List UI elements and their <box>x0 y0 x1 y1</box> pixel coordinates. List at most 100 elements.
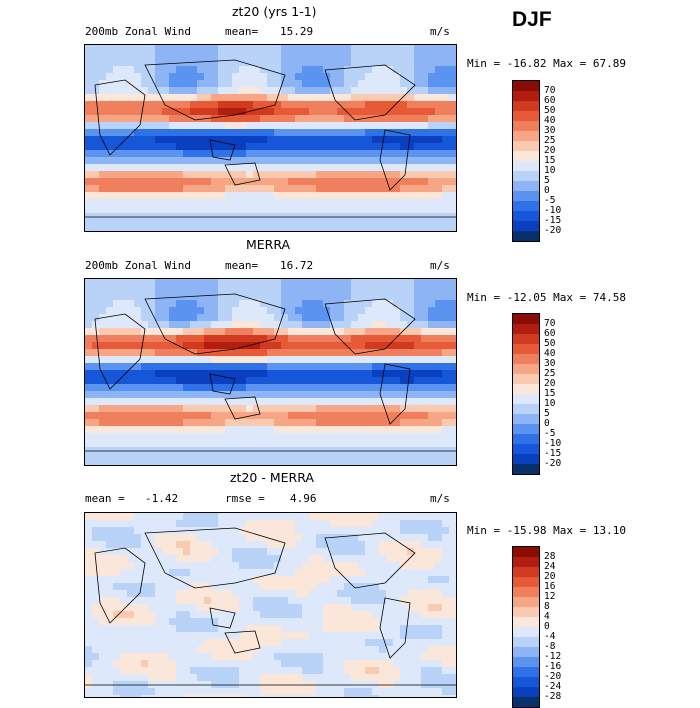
field-cell <box>309 356 317 364</box>
field-cell <box>288 87 296 95</box>
field-cell <box>85 454 93 462</box>
field-cell <box>197 349 205 357</box>
field-cell <box>442 300 450 308</box>
field-cell <box>85 520 93 528</box>
field-cell <box>414 583 422 591</box>
field-cell <box>372 513 380 521</box>
field-cell <box>421 87 429 95</box>
field-cell <box>183 206 191 214</box>
coastline <box>324 532 416 589</box>
field-cell <box>295 356 303 364</box>
field-cell <box>330 440 338 448</box>
field-cell <box>386 122 394 130</box>
colorbar-tick-label: 15 <box>544 388 556 399</box>
field-cell <box>365 660 373 668</box>
field-cell <box>127 597 135 605</box>
field-cell <box>169 618 177 626</box>
field-cell <box>127 618 135 626</box>
field-cell <box>316 583 324 591</box>
field-cell <box>414 94 422 102</box>
field-cell <box>267 150 275 158</box>
field-cell <box>386 576 394 584</box>
field-cell <box>162 597 170 605</box>
field-cell <box>337 590 345 598</box>
field-cell <box>148 660 156 668</box>
field-cell <box>190 590 198 598</box>
field-cell <box>134 293 142 301</box>
field-cell <box>106 108 114 116</box>
field-cell <box>169 143 177 151</box>
field-cell <box>393 164 401 172</box>
field-cell <box>106 199 114 207</box>
field-cell <box>421 206 429 214</box>
field-cell <box>99 583 107 591</box>
field-cell <box>309 370 317 378</box>
field-cell <box>239 349 247 357</box>
field-cell <box>197 300 205 308</box>
field-cell <box>218 454 226 462</box>
field-cell <box>211 293 219 301</box>
field-cell <box>253 597 261 605</box>
field-cell <box>274 667 282 675</box>
field-cell <box>183 178 191 186</box>
field-cell <box>344 342 352 350</box>
field-cell <box>155 321 163 329</box>
field-cell <box>344 328 352 336</box>
field-cell <box>239 87 247 95</box>
field-cell <box>400 164 408 172</box>
field-cell <box>407 164 415 172</box>
field-cell <box>260 520 268 528</box>
field-cell <box>141 667 149 675</box>
field-cell <box>274 377 282 385</box>
field-cell <box>309 384 317 392</box>
field-cell <box>99 555 107 563</box>
field-cell <box>379 590 387 598</box>
field-cell <box>190 597 198 605</box>
field-cell <box>246 520 254 528</box>
field-cell <box>141 73 149 81</box>
field-cell <box>92 454 100 462</box>
field-cell <box>190 440 198 448</box>
field-cell <box>253 541 261 549</box>
field-cell <box>344 94 352 102</box>
field-cell <box>372 398 380 406</box>
variable-label: 200mb Zonal Wind <box>85 259 191 272</box>
field-cell <box>246 674 254 682</box>
field-cell <box>211 548 219 556</box>
field-cell <box>351 94 359 102</box>
field-cell <box>190 129 198 137</box>
field-cell <box>267 660 275 668</box>
field-cell <box>358 321 366 329</box>
field-cell <box>183 171 191 179</box>
field-cell <box>386 356 394 364</box>
field-cell <box>281 611 289 619</box>
field-cell <box>260 363 268 371</box>
field-cell <box>295 328 303 336</box>
field-cell <box>92 391 100 399</box>
field-cell <box>435 583 443 591</box>
field-cell <box>232 171 240 179</box>
field-cell <box>162 129 170 137</box>
field-cell <box>309 185 317 193</box>
field-cell <box>414 143 422 151</box>
field-cell <box>330 534 338 542</box>
field-cell <box>274 412 282 420</box>
field-cell <box>141 150 149 158</box>
field-cell <box>358 569 366 577</box>
field-cell <box>379 660 387 668</box>
field-cell <box>288 178 296 186</box>
field-cell <box>169 646 177 654</box>
field-cell <box>316 555 324 563</box>
field-cell <box>204 171 212 179</box>
field-cell <box>302 454 310 462</box>
field-cell <box>316 674 324 682</box>
field-cell <box>148 555 156 563</box>
field-cell <box>232 227 240 231</box>
field-cell <box>351 590 359 598</box>
field-cell <box>393 548 401 556</box>
field-cell <box>239 419 247 427</box>
field-cell <box>92 363 100 371</box>
field-cell <box>134 513 142 521</box>
field-cell <box>407 391 415 399</box>
field-cell <box>407 136 415 144</box>
